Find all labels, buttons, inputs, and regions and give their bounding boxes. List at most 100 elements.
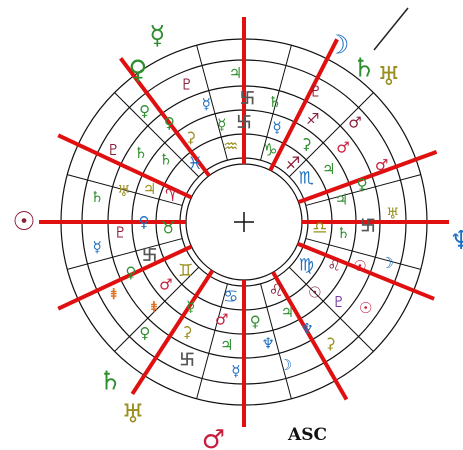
- sagittarius-glyph: ♐: [285, 154, 300, 174]
- sun-glyph: ☉: [359, 299, 372, 317]
- sun-glyph: ☉: [12, 207, 35, 237]
- jupiter-glyph: ♃: [220, 336, 233, 354]
- house-cusp-line: [271, 271, 349, 401]
- ceres-glyph: ⚳: [182, 323, 193, 341]
- venus-glyph: ♀: [164, 114, 175, 132]
- moon-glyph: ☽: [279, 356, 292, 374]
- house-cusp-line: [57, 244, 193, 311]
- neptune-glyph: ♆: [300, 320, 313, 338]
- venus-glyph: ♀: [357, 175, 368, 193]
- neptune-glyph: ♆: [450, 226, 463, 256]
- pisces-glyph: ♓: [188, 154, 203, 174]
- saturn-glyph: ♄: [159, 151, 172, 169]
- sign-divider: [114, 92, 200, 178]
- mars-glyph: ♂: [215, 310, 228, 328]
- mars-glyph: ♂: [202, 425, 225, 450]
- asc-label: ASC: [287, 425, 327, 445]
- wheel-glyphs: ♏♎♍♌♋♊♉♈♓♒ ♑♐卐♄♇☿ ♐ ♂⚳ ♂♂♃♀♅♃卐☽♄☉☉♌♇⚳☉♆☽♃♆☿♀…: [90, 64, 399, 380]
- sign-dividers: [67, 45, 421, 399]
- mercury-glyph: ☿: [149, 21, 165, 51]
- mercury-glyph: ☿: [272, 119, 281, 137]
- house-cusp-line: [119, 57, 211, 177]
- aries-glyph: ♈: [165, 186, 180, 206]
- gemini-glyph: ♊: [178, 261, 193, 281]
- mars-glyph: ♂: [336, 138, 349, 156]
- venus-glyph: ♀: [139, 213, 150, 231]
- capricorn-glyph: ♑: [262, 141, 277, 161]
- ceres-glyph: ⚳: [301, 135, 312, 153]
- mars-glyph: ♂: [348, 114, 361, 132]
- cancer-glyph: ♋: [223, 287, 238, 307]
- virgo-glyph: ♍: [299, 256, 314, 276]
- house-cusp-line: [297, 241, 435, 301]
- uranus-glyph: ♅: [121, 399, 144, 429]
- moon-glyph: ☽: [326, 30, 349, 60]
- pluto-glyph: ♇: [107, 141, 120, 159]
- venus-glyph: ♀: [250, 312, 261, 330]
- saturn-glyph: ♄: [99, 366, 122, 396]
- leo-glyph: ♌: [327, 256, 340, 274]
- libra-glyph: ♎: [312, 219, 327, 239]
- pluto-glyph: ♇: [114, 223, 127, 241]
- saturn-glyph: ♄: [134, 144, 147, 162]
- venus-glyph: ♀: [139, 102, 150, 120]
- mercury-glyph: ☿: [217, 116, 226, 134]
- sign-divider: [305, 174, 421, 206]
- saturn-glyph: ♄: [337, 224, 350, 242]
- house-cusp-line: [297, 150, 438, 205]
- eris-glyph: ⯒: [110, 285, 117, 303]
- house-cusp-line: [268, 38, 339, 172]
- swastika-glyph: 卐: [360, 216, 375, 234]
- sun-glyph: ☉: [353, 257, 366, 275]
- house-cusps: [39, 17, 449, 427]
- swastika-glyph: 卐: [180, 351, 195, 369]
- uranus-glyph: ♅: [386, 204, 399, 222]
- moon-glyph: ☽: [381, 254, 394, 272]
- venus-glyph: ♀: [125, 264, 136, 282]
- venus-glyph: ♀: [128, 55, 147, 85]
- sign-divider: [305, 238, 421, 270]
- venus-glyph: ♀: [139, 324, 150, 342]
- sun-glyph: ☉: [308, 284, 321, 302]
- saturn-glyph: ♄: [90, 188, 103, 206]
- swastika-glyph: 卐: [142, 246, 157, 264]
- sagittarius-glyph: ♐: [306, 110, 319, 128]
- aquarius-glyph: ♒: [223, 137, 238, 157]
- eris-glyph: ⯒: [151, 298, 158, 316]
- sign-divider: [288, 92, 374, 178]
- jupiter-glyph: ♃: [335, 191, 348, 209]
- jupiter-glyph: ♃: [281, 303, 294, 321]
- mercury-glyph: ☿: [202, 95, 211, 113]
- ceres-glyph: ⚳: [325, 334, 336, 352]
- jupiter-glyph: ♃: [143, 180, 156, 198]
- neptune-glyph: ♆: [262, 335, 275, 353]
- pluto-glyph: ♇: [332, 293, 345, 311]
- sign-divider: [67, 238, 183, 270]
- mercury-glyph: ☿: [231, 362, 240, 380]
- pluto-glyph: ♇: [180, 75, 193, 93]
- jupiter-glyph: ♃: [229, 64, 242, 82]
- sign-divider: [260, 283, 292, 399]
- sign-divider: [260, 45, 292, 161]
- mercury-glyph: ☿: [186, 298, 195, 316]
- outer-planet-glyphs: ☽♄ ♅☿♀☉♆♄♅♂: [12, 21, 463, 450]
- swastika-glyph: 卐: [240, 89, 255, 107]
- swastika-glyph: 卐: [236, 113, 251, 131]
- sign-divider: [288, 266, 374, 352]
- uranus-glyph: ♅: [117, 182, 130, 200]
- mars-glyph: ♂: [375, 156, 388, 174]
- house-cusp-line: [57, 133, 193, 200]
- center-mark: [234, 212, 254, 232]
- scorpio-glyph: ♏: [299, 168, 314, 188]
- jupiter-glyph: ♃: [322, 160, 335, 178]
- sign-divider: [196, 283, 228, 399]
- ceres-glyph: ⚳: [185, 128, 196, 146]
- mars-glyph: ♂: [159, 275, 172, 293]
- leo-glyph: ♌: [268, 281, 283, 301]
- corner-slash: [373, 7, 409, 51]
- saturn-glyph: ♄: [268, 93, 281, 111]
- sign-divider: [67, 174, 183, 206]
- uranus-glyph: ♅: [377, 62, 400, 92]
- sign-divider: [114, 266, 200, 352]
